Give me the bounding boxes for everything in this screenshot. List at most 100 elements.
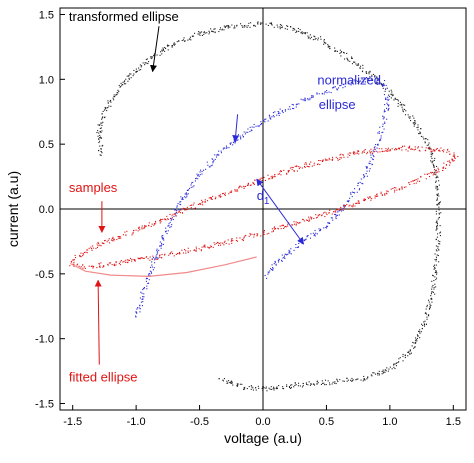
data-point	[309, 99, 311, 101]
data-point	[230, 191, 232, 193]
data-point	[168, 254, 170, 256]
data-point	[347, 156, 349, 158]
data-point	[80, 252, 82, 254]
data-point	[96, 132, 98, 134]
data-point	[348, 82, 350, 84]
data-point	[207, 164, 209, 166]
data-point	[436, 148, 438, 150]
data-point	[365, 72, 367, 74]
data-point	[435, 180, 437, 182]
data-point	[75, 257, 77, 259]
data-point	[103, 242, 105, 244]
data-point	[170, 219, 172, 221]
data-point	[260, 121, 262, 123]
data-point	[161, 50, 163, 52]
data-point	[184, 193, 186, 195]
data-point	[361, 152, 363, 154]
data-point	[358, 64, 360, 66]
data-point	[372, 372, 374, 374]
data-point	[272, 112, 274, 114]
data-point	[85, 251, 87, 253]
data-point	[448, 151, 450, 153]
data-point	[451, 159, 453, 161]
data-point	[454, 154, 456, 156]
data-point	[255, 389, 257, 391]
data-point	[411, 148, 413, 150]
data-point	[323, 227, 325, 229]
data-point	[417, 147, 419, 149]
data-point	[149, 273, 151, 275]
data-point	[435, 172, 437, 174]
data-point	[233, 139, 235, 141]
data-point	[335, 215, 337, 217]
x-axis-label: voltage (a.u)	[224, 430, 302, 446]
data-point	[231, 24, 233, 26]
data-point	[380, 83, 382, 85]
data-point	[279, 108, 281, 110]
data-point	[202, 204, 204, 206]
data-point	[121, 84, 123, 86]
data-point	[317, 39, 319, 41]
data-point	[262, 22, 264, 24]
data-point	[419, 131, 421, 133]
data-point	[321, 92, 323, 94]
data-point	[376, 83, 378, 85]
data-point	[225, 25, 227, 27]
data-point	[327, 380, 329, 382]
data-point	[139, 258, 141, 260]
data-point	[277, 260, 279, 262]
data-point	[412, 122, 414, 124]
data-point	[384, 104, 386, 106]
data-point	[267, 24, 269, 26]
data-point	[357, 150, 359, 152]
data-point	[262, 177, 264, 179]
data-point	[334, 50, 336, 52]
data-point	[283, 226, 285, 228]
data-point	[161, 257, 163, 259]
data-point	[318, 93, 320, 95]
data-point	[98, 124, 100, 126]
data-point	[395, 149, 397, 151]
data-point	[248, 22, 250, 24]
data-point	[420, 331, 422, 333]
data-point	[329, 45, 331, 47]
data-point	[115, 262, 117, 264]
data-point	[449, 164, 451, 166]
data-point	[161, 49, 163, 51]
data-point	[164, 218, 166, 220]
data-point	[432, 291, 434, 293]
data-point	[434, 168, 436, 170]
data-point	[408, 116, 410, 118]
data-point	[281, 24, 283, 26]
data-point	[363, 177, 365, 179]
data-point	[189, 204, 191, 206]
data-point	[369, 163, 371, 165]
data-point	[291, 103, 293, 105]
data-point	[97, 130, 99, 132]
data-point	[152, 255, 154, 257]
data-point	[222, 192, 224, 194]
data-point	[148, 273, 150, 275]
data-point	[322, 159, 324, 161]
data-point	[149, 259, 151, 261]
data-point	[425, 313, 427, 315]
data-point	[198, 248, 200, 250]
data-point	[382, 372, 384, 374]
data-point	[138, 258, 140, 260]
data-point	[297, 385, 299, 387]
data-point	[368, 71, 370, 73]
data-point	[382, 125, 384, 127]
data-point	[368, 170, 370, 172]
data-point	[431, 286, 433, 288]
data-point	[339, 157, 341, 159]
data-point	[351, 196, 353, 198]
data-point	[161, 254, 163, 256]
data-point	[437, 167, 439, 169]
data-point	[308, 220, 310, 222]
data-point	[151, 264, 153, 266]
data-point	[333, 86, 335, 88]
data-point	[409, 353, 411, 355]
data-point	[263, 387, 265, 389]
data-point	[331, 159, 333, 161]
data-point	[143, 228, 145, 230]
